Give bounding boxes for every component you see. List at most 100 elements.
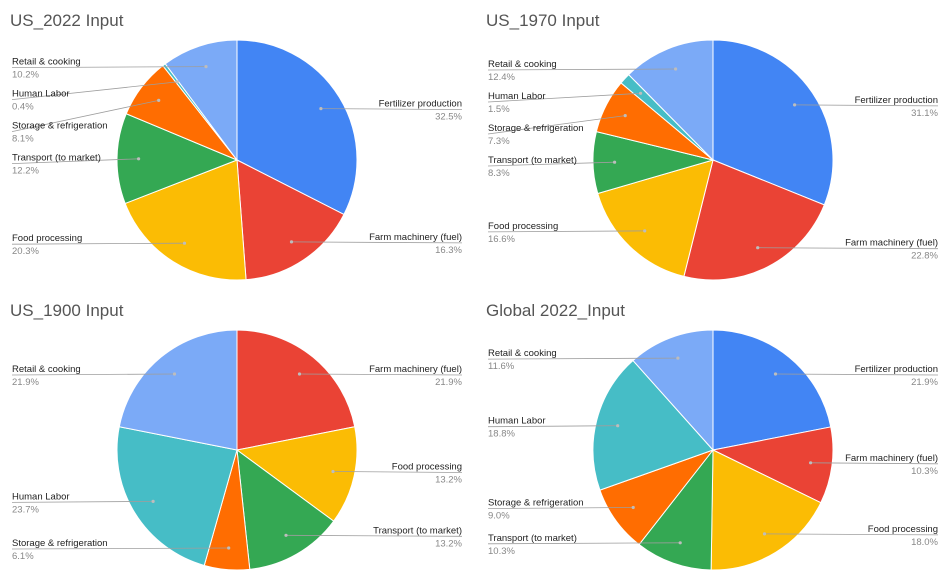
pie-slice-farm-machinery-fuel[interactable] [711, 426, 834, 504]
slice-label: Fertilizer production [855, 364, 938, 375]
slice-label: Storage & refrigeration [488, 123, 584, 134]
slice-label: Retail & cooking [12, 364, 81, 375]
leader-line [757, 247, 939, 250]
chart-title: US_1900 Input [10, 301, 124, 320]
leader-dot [182, 241, 187, 245]
slice-label: Farm machinery (fuel) [369, 364, 462, 375]
slice-value: 1.5% [488, 104, 510, 115]
leader-line [11, 81, 178, 100]
leader-dot [284, 533, 288, 537]
leader-dot [674, 67, 678, 71]
slice-label: Human Labor [12, 89, 70, 100]
leader-dot [297, 372, 302, 376]
pie-slice-food-processing[interactable] [235, 426, 358, 522]
chart-title: US_2022 Input [10, 11, 124, 30]
pie-slice-transport-to-market[interactable] [638, 448, 714, 571]
pie-chart-svg: Global 2022_Input Fertilizer production 21… [486, 301, 939, 571]
slice-label: Storage & refrigeration [488, 498, 584, 509]
slice-label: Fertilizer production [855, 95, 938, 106]
chart-title: US_1970 Input [486, 11, 600, 30]
slice-value: 11.6% [488, 361, 515, 372]
slice-value: 7.3% [488, 136, 510, 147]
chart-panel-us-1970: US_1970 Input Fertilizer production 31.1% F… [476, 0, 950, 290]
slice-label: Storage & refrigeration [12, 121, 108, 132]
leader-line [487, 507, 634, 509]
leader-dot [616, 424, 620, 428]
slice-value: 10.3% [488, 546, 515, 557]
leader-line [487, 68, 676, 71]
slice-label: Transport (to market) [373, 525, 462, 536]
slice-value: 20.3% [12, 246, 39, 257]
slice-value: 12.2% [12, 166, 39, 177]
slice-value: 13.2% [435, 475, 462, 486]
pie-slice-transport-to-market[interactable] [116, 113, 239, 205]
leader-dot [151, 499, 155, 503]
leader-dot [623, 114, 627, 118]
leader-dot [137, 157, 141, 161]
slice-label: Human Labor [488, 91, 546, 102]
leader-dot [631, 505, 635, 510]
leader-line [11, 373, 175, 376]
slice-value: 32.5% [435, 112, 462, 123]
leader-line [487, 357, 678, 360]
chart-panel-us-2022: US_2022 Input Fertilizer production 32.5% F… [0, 0, 474, 290]
slice-value: 21.9% [435, 377, 462, 388]
leader-line [764, 533, 939, 536]
pie-slice-farm-machinery-fuel[interactable] [683, 159, 825, 281]
slice-label: Transport (to market) [12, 153, 101, 164]
slice-value: 6.1% [12, 551, 34, 562]
leader-dot [756, 246, 760, 250]
slice-value: 10.2% [12, 70, 39, 81]
pie-slice-fertilizer-production[interactable] [712, 329, 832, 451]
leader-line [487, 92, 641, 103]
pie-slice-retail-and-cooking[interactable] [118, 329, 238, 451]
pie-slice-farm-machinery-fuel[interactable] [236, 329, 356, 451]
leader-dot [157, 98, 161, 102]
pie-slice-food-processing[interactable] [710, 449, 822, 571]
leader-dot [773, 372, 778, 376]
leader-dot [678, 541, 682, 545]
slice-value: 10.3% [911, 466, 938, 477]
slice-value: 0.4% [12, 102, 34, 113]
pie-slice-fertilizer-production[interactable] [712, 39, 834, 206]
slice-label: Fertilizer production [379, 99, 462, 110]
slice-value: 12.4% [488, 72, 515, 83]
pie-slice-retail-and-cooking[interactable] [164, 39, 238, 162]
slice-value: 16.3% [435, 245, 462, 256]
pie-slice-human-labor[interactable] [116, 426, 238, 567]
leader-line [11, 547, 229, 550]
pie-chart-svg: US_1900 Input Farm machinery (fuel) 21.9% F… [10, 301, 463, 571]
leader-line [487, 161, 615, 167]
pie-slice-fertilizer-production[interactable] [236, 39, 358, 216]
pie-slice-farm-machinery-fuel[interactable] [236, 159, 345, 281]
pie-slice-food-processing[interactable] [124, 159, 247, 281]
slice-value: 23.7% [12, 504, 39, 515]
leader-line [487, 425, 618, 428]
pie-slice-retail-and-cooking[interactable] [627, 39, 714, 162]
slice-label: Food processing [12, 233, 82, 244]
slice-label: Retail & cooking [12, 57, 81, 68]
leader-dot [204, 65, 208, 69]
slice-label: Food processing [392, 462, 462, 473]
leader-line [285, 534, 463, 537]
leader-line [332, 471, 463, 473]
pie-slice-food-processing[interactable] [597, 159, 714, 278]
slice-label: Human Labor [488, 416, 546, 427]
leader-line [487, 542, 681, 545]
leader-line [487, 230, 645, 233]
slice-label: Transport (to market) [488, 155, 577, 166]
leader-line [11, 66, 207, 68]
slice-value: 8.3% [488, 168, 510, 179]
slice-label: Farm machinery (fuel) [845, 238, 938, 249]
pie-chart-svg: US_1970 Input Fertilizer production 31.1% F… [486, 11, 939, 281]
pie-slice-transport-to-market[interactable] [236, 448, 335, 570]
slice-value: 22.8% [911, 251, 938, 262]
leader-dot [227, 546, 231, 550]
slice-label: Food processing [868, 524, 938, 535]
slice-label: Retail & cooking [488, 59, 557, 70]
pie-slice-human-labor[interactable] [592, 359, 714, 491]
slice-label: Storage & refrigeration [12, 538, 108, 549]
slice-value: 21.9% [911, 377, 938, 388]
leader-line [11, 242, 185, 245]
leader-dot [793, 103, 797, 107]
